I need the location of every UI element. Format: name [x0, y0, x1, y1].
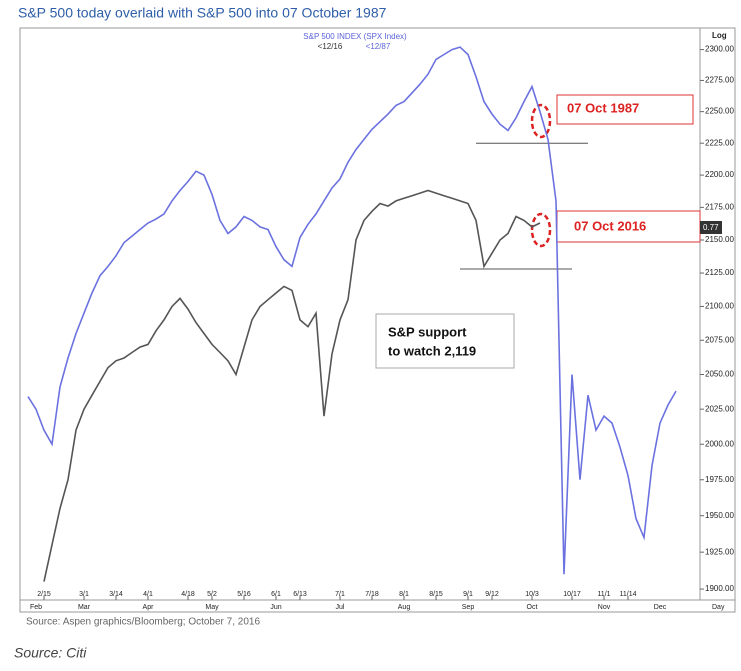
- x-tick-label: 6/1: [271, 591, 281, 598]
- x-tick-label: 11/1: [597, 591, 610, 598]
- frame: [19, 27, 736, 613]
- y-tick-label: 2000.00: [705, 439, 734, 448]
- x-tick-label: 3/1: [79, 591, 89, 598]
- month-label: Jun: [270, 604, 281, 611]
- axis-label: Log: [712, 31, 727, 40]
- month-label: Mar: [78, 604, 91, 611]
- x-tick-label: 7/18: [365, 591, 379, 598]
- month-label: Dec: [654, 604, 667, 611]
- x-tick-label: 3/14: [109, 591, 123, 598]
- annotation: S&P support: [388, 324, 467, 339]
- y-tick-label: 1950.00: [705, 511, 734, 520]
- last-value-label: 0.77: [703, 223, 719, 232]
- x-tick-label: 10/3: [525, 591, 539, 598]
- annotation: 07 Oct 2016: [574, 218, 646, 233]
- x-tick-label: 4/1: [143, 591, 153, 598]
- month-label: Jul: [336, 604, 345, 611]
- last-value-box: [700, 221, 722, 234]
- y-tick-label: 2050.00: [705, 370, 734, 379]
- x-tick-label: 4/18: [181, 591, 195, 598]
- annotation: to watch 2,119: [388, 343, 476, 358]
- x-tick-label: 10/17: [563, 591, 581, 598]
- y-tick-label: 2225.00: [705, 138, 734, 147]
- month-label: Sep: [462, 604, 475, 611]
- month-label: Aug: [398, 604, 411, 611]
- chart-title: S&P 500 today overlaid with S&P 500 into…: [18, 5, 387, 21]
- y-tick-label: 2025.00: [705, 404, 734, 413]
- x-tick-label: 8/1: [399, 591, 409, 598]
- y-tick-label: 2075.00: [705, 335, 734, 344]
- y-tick-label: 2200.00: [705, 170, 734, 179]
- y-tick-label: 2175.00: [705, 202, 734, 211]
- x-tick-label: 7/1: [335, 591, 345, 598]
- note-box: [375, 313, 515, 369]
- month-label: Feb: [30, 604, 42, 611]
- y-tick-label: 2150.00: [705, 235, 734, 244]
- x-tick-label: 11/14: [620, 591, 637, 598]
- x-tick-label: 5/2: [207, 591, 217, 598]
- source: Source: Aspen graphics/Bloomberg; Octobe…: [26, 617, 260, 628]
- axis-label: Day: [712, 604, 725, 611]
- y-tick-label: 2250.00: [705, 107, 734, 116]
- x-tick-label: 9/12: [485, 591, 499, 598]
- highlight-ellipse: [530, 103, 552, 139]
- x-tick-label: 6/13: [293, 591, 307, 598]
- month-label: Oct: [527, 604, 538, 611]
- x-tick-label: 9/1: [463, 591, 473, 598]
- month-label: Apr: [143, 604, 155, 611]
- y-tick-label: 2275.00: [705, 76, 734, 85]
- y-tick-label: 2125.00: [705, 268, 734, 277]
- credit: Source: Citi: [14, 645, 87, 661]
- legend-entry: <12/87: [366, 42, 391, 51]
- x-tick-label: 2/15: [37, 591, 51, 598]
- y-tick-label: 1975.00: [705, 475, 734, 484]
- legend-entry: <12/16: [318, 42, 343, 51]
- series-line: [43, 189, 541, 582]
- x-tick-label: 5/16: [237, 591, 251, 598]
- x-tick-label: 8/15: [429, 591, 443, 598]
- annotation: 07 Oct 1987: [567, 100, 639, 115]
- month-label: May: [205, 604, 219, 611]
- highlight-ellipse: [530, 212, 552, 248]
- legend-title: S&P 500 INDEX (SPX Index): [303, 32, 407, 41]
- series-line: [27, 46, 677, 575]
- month-label: Nov: [598, 604, 611, 611]
- callout-box: [556, 94, 694, 125]
- y-tick-label: 1925.00: [705, 547, 734, 556]
- y-tick-label: 2300.00: [705, 45, 734, 54]
- y-tick-label: 1900.00: [705, 584, 734, 593]
- y-tick-label: 2100.00: [705, 302, 734, 311]
